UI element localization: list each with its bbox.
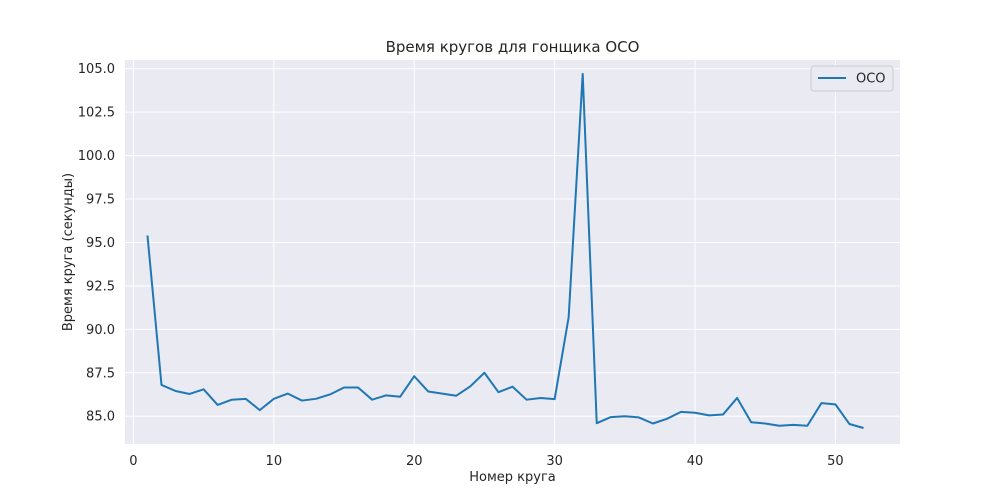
- y-tick-label: 90.0: [86, 323, 115, 338]
- legend: OCO: [810, 65, 894, 92]
- x-tick-label: 40: [687, 454, 704, 469]
- y-tick-label: 97.5: [86, 193, 115, 208]
- series-line-oco: [146, 72, 864, 429]
- chart-title: Время кругов для гонщика OCO: [386, 38, 640, 56]
- y-axis-label: Время круга (секунды): [61, 173, 76, 331]
- x-tick-label: 10: [266, 454, 283, 469]
- y-tick-label: 102.5: [78, 106, 115, 121]
- y-tick-label: 100.0: [78, 149, 115, 164]
- x-axis-ticks: 0 10 20 30 40 50: [129, 454, 843, 469]
- x-tick-label: 0: [129, 454, 137, 469]
- y-tick-label: 105.0: [78, 62, 115, 77]
- x-tick-label: 50: [827, 454, 844, 469]
- y-tick-label: 92.5: [86, 279, 115, 294]
- y-tick-label: 95.0: [86, 236, 115, 251]
- y-axis-ticks: 85.0 87.5 90.0 92.5 95.0 97.5 100.0 102.5 105.0: [78, 62, 115, 425]
- y-tick-label: 87.5: [86, 366, 115, 381]
- x-axis-label: Номер круга: [469, 470, 556, 485]
- y-tick-label: 85.0: [86, 410, 115, 425]
- x-tick-label: 20: [406, 454, 423, 469]
- series-group: [146, 72, 864, 429]
- x-tick-label: 30: [546, 454, 563, 469]
- plot-area: [125, 60, 900, 444]
- legend-label-oco: OCO: [856, 72, 886, 87]
- grid: [125, 60, 900, 444]
- legend-box: [810, 65, 894, 92]
